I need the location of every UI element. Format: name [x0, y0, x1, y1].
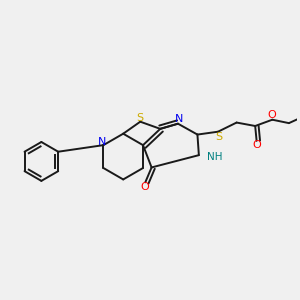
Text: NH: NH [207, 152, 222, 162]
Text: N: N [98, 137, 106, 147]
Text: O: O [253, 140, 262, 150]
Text: O: O [267, 110, 276, 120]
Text: S: S [215, 132, 222, 142]
Text: O: O [140, 182, 149, 192]
Text: S: S [137, 113, 144, 123]
Text: N: N [174, 114, 183, 124]
